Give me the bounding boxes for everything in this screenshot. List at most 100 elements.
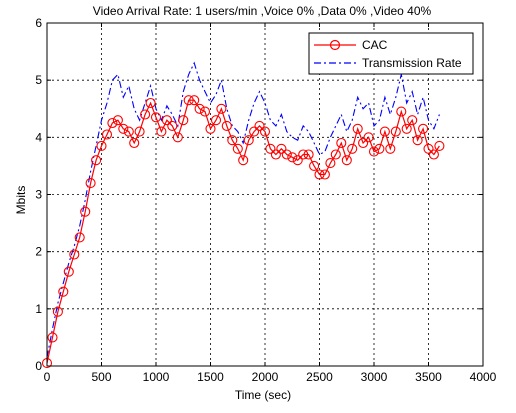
cac-point (347, 143, 358, 154)
cac-point (368, 146, 380, 157)
cac-point (298, 149, 309, 160)
cac-point (74, 232, 85, 243)
cac-point (199, 106, 211, 117)
cac-point (85, 178, 96, 189)
legend-box (308, 32, 474, 75)
cac-point (374, 143, 385, 154)
cac-point (259, 126, 271, 137)
cac-point (178, 115, 189, 126)
cac-point (336, 137, 347, 149)
cac-point (303, 149, 314, 160)
cac-point (396, 106, 407, 117)
cac-point (287, 152, 298, 163)
cac-point (150, 112, 162, 123)
cac-point (385, 143, 396, 154)
cac-point (205, 123, 216, 134)
y-tick-label: 2 (35, 245, 42, 259)
cac-point (319, 169, 330, 180)
cac-point (52, 306, 63, 317)
cac-point (58, 286, 69, 297)
legend-transmission-label: Transmission Rate (362, 56, 462, 70)
cac-point (194, 103, 205, 114)
y-tick-label: 6 (35, 16, 42, 30)
cac-point (401, 123, 412, 134)
cac-point (270, 149, 281, 160)
cac-point (363, 132, 374, 143)
cac-point (216, 103, 227, 114)
axes (46, 22, 484, 367)
cac-point (129, 137, 140, 149)
y-tick-label: 3 (35, 188, 42, 202)
x-axis-label: Time (sec) (235, 388, 291, 402)
cac-point (123, 126, 134, 137)
cac-point (276, 143, 287, 154)
cac-point (140, 109, 151, 120)
cac-point (107, 117, 118, 129)
cac-point (96, 140, 107, 151)
x-tick-label: 3500 (415, 370, 442, 384)
chart-title: Video Arrival Rate: 1 users/min ,Voice 0… (93, 4, 432, 18)
cac-point (145, 97, 156, 109)
cac-point (69, 249, 80, 260)
x-tick-label: 2000 (252, 370, 279, 384)
cac-point (292, 155, 303, 166)
cac-point (325, 158, 336, 169)
x-tick-label: 500 (91, 370, 111, 384)
cac-point (227, 135, 238, 146)
cac-point (407, 115, 418, 126)
cac-point (118, 123, 129, 134)
cac-point (80, 206, 91, 217)
cac-point (232, 143, 243, 154)
tick-labels: 0 500 1000 1500 2000 2500 3000 3500 4000 0 1 2 3 4 5 6 (35, 16, 496, 384)
cac-point (418, 123, 429, 134)
y-axis-label: Mbits (14, 186, 28, 215)
cac-point (358, 137, 369, 149)
cac-point (101, 129, 113, 140)
cac-point (249, 126, 260, 137)
cac-point (390, 126, 401, 137)
cac-point (172, 132, 183, 143)
cac-point (265, 143, 276, 154)
x-tick-label: 1500 (197, 370, 224, 384)
cac-point (210, 115, 222, 126)
cac-point (112, 115, 123, 126)
cac-point (47, 332, 58, 343)
plot-series (41, 61, 445, 369)
legend-cac-label: CAC (362, 38, 388, 52)
cac-point (314, 169, 325, 180)
transmission-rate-line (46, 61, 440, 358)
cac-point (254, 120, 265, 131)
cac-point (161, 115, 172, 126)
cac-point (238, 155, 249, 166)
x-tick-label: 1000 (143, 370, 170, 384)
y-tick-label: 0 (35, 359, 42, 373)
x-tick-label: 4000 (470, 370, 497, 384)
legend: CAC Transmission Rate (308, 32, 474, 75)
cac-point (221, 120, 232, 131)
cac-point (428, 149, 439, 160)
cac-point (189, 95, 200, 106)
cac-point (341, 155, 352, 166)
cac-point (330, 149, 341, 160)
cac-point (167, 120, 178, 131)
x-tick-label: 0 (44, 370, 51, 384)
cac-point (281, 149, 292, 160)
x-tick-label: 3000 (361, 370, 388, 384)
cac-point (379, 126, 390, 137)
cac-point (134, 126, 145, 137)
cac-point (63, 266, 74, 277)
grid (47, 23, 483, 366)
cac-point (156, 126, 167, 137)
cac-point (183, 95, 194, 106)
cac-point (434, 140, 445, 151)
cac-point (309, 160, 320, 171)
y-tick-label: 4 (35, 130, 42, 144)
cac-line (46, 99, 440, 364)
y-tick-label: 5 (35, 73, 42, 87)
y-tick-label: 1 (35, 302, 42, 316)
x-tick-label: 2500 (306, 370, 333, 384)
cac-point (352, 123, 363, 134)
cac-point (412, 135, 423, 146)
